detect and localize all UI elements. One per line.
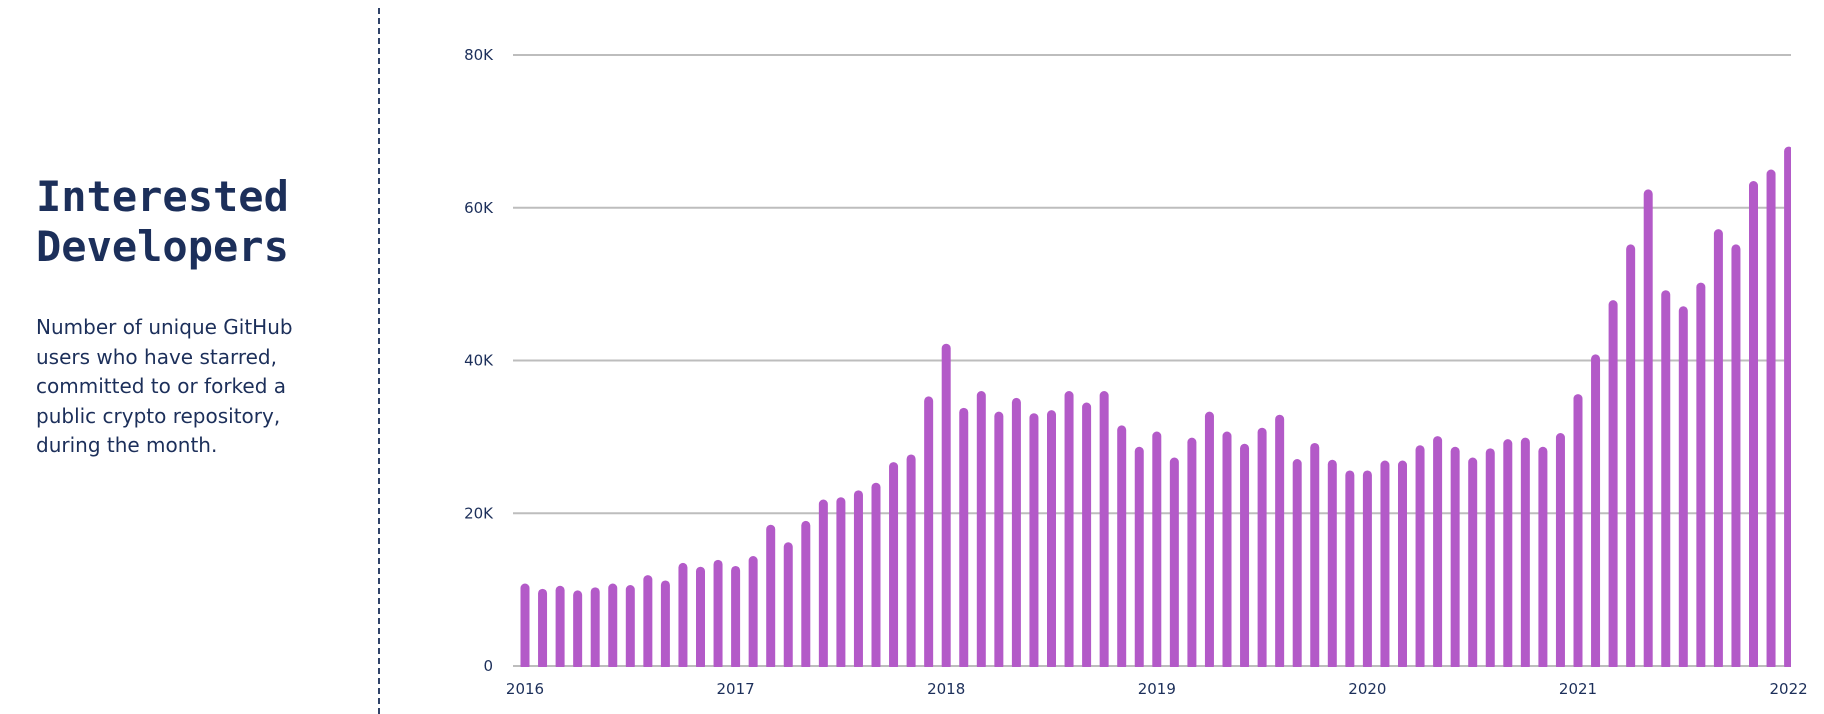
bar-2017-04 bbox=[783, 542, 793, 667]
dashed-divider bbox=[378, 8, 380, 714]
bar-2021-11 bbox=[1749, 181, 1758, 667]
bar-2020-04 bbox=[1415, 445, 1425, 667]
bar-2021-01 bbox=[1573, 394, 1583, 667]
bar-2019-12 bbox=[1345, 470, 1355, 667]
bar-2018-05 bbox=[1011, 397, 1021, 667]
bar-2017-03 bbox=[766, 524, 776, 667]
y-tick-label: 60K bbox=[464, 199, 494, 217]
bar-2019-11 bbox=[1327, 459, 1337, 667]
bar-2018-12 bbox=[1134, 446, 1144, 667]
y-tick-label: 20K bbox=[464, 504, 494, 522]
bar-2017-01 bbox=[731, 565, 741, 667]
bar-2018-09 bbox=[1082, 402, 1092, 667]
bar-2020-06 bbox=[1450, 446, 1460, 667]
bar-2020-02 bbox=[1380, 460, 1390, 667]
bar-chart: 0 20K 40K 60K 80K 2016 2017 2018 2019 2020 2021 20… bbox=[464, 46, 1824, 698]
y-axis-tick-labels: 0 20K 40K 60K 80K bbox=[464, 46, 494, 675]
x-tick-label: 2019 bbox=[1138, 680, 1176, 698]
y-tick-label: 80K bbox=[464, 46, 494, 64]
x-tick-label: 2022 bbox=[1770, 680, 1808, 698]
bar-2018-06 bbox=[1029, 413, 1039, 667]
bar-2021-07 bbox=[1678, 306, 1688, 667]
bar-2018-10 bbox=[1099, 391, 1109, 667]
bar-2020-08 bbox=[1485, 448, 1495, 667]
panel-title: Interested Developers bbox=[36, 172, 289, 271]
bar-2018-07 bbox=[1047, 410, 1056, 667]
bar-2019-05 bbox=[1222, 431, 1232, 667]
bar-2016-10 bbox=[678, 562, 688, 667]
y-tick-label: 40K bbox=[464, 352, 494, 370]
bar-2016-08 bbox=[643, 575, 653, 667]
bar-series bbox=[520, 146, 1824, 670]
x-tick-label: 2017 bbox=[717, 680, 755, 698]
bar-2018-11 bbox=[1117, 425, 1127, 667]
bar-2018-02 bbox=[959, 407, 969, 667]
bar-2017-10 bbox=[889, 462, 899, 667]
bar-2018-04 bbox=[994, 411, 1004, 667]
x-tick-label: 2020 bbox=[1348, 680, 1386, 698]
bar-2020-01 bbox=[1362, 470, 1372, 667]
bar-2016-05 bbox=[590, 587, 600, 667]
y-tick-label: 0 bbox=[483, 657, 493, 675]
bar-2021-03 bbox=[1608, 300, 1618, 667]
bar-2016-07 bbox=[625, 585, 635, 667]
bar-2018-08 bbox=[1064, 391, 1074, 667]
x-axis-tick-labels: 20162017201820192020202120222023 bbox=[506, 680, 1808, 698]
bar-2022-02 bbox=[1802, 165, 1811, 670]
bar-2017-06 bbox=[818, 499, 828, 667]
bar-2021-12 bbox=[1766, 169, 1776, 667]
bar-2021-04 bbox=[1626, 244, 1636, 667]
x-tick-label: 2021 bbox=[1559, 680, 1597, 698]
bar-2021-10 bbox=[1731, 244, 1741, 667]
bar-2020-03 bbox=[1398, 460, 1407, 667]
bar-2017-12 bbox=[924, 396, 934, 667]
description-panel: Interested Developers Number of unique G… bbox=[0, 0, 378, 714]
bar-2019-10 bbox=[1310, 442, 1320, 667]
x-tick-label: 2016 bbox=[506, 680, 544, 698]
x-tick-label: 2018 bbox=[927, 680, 965, 698]
bar-2020-10 bbox=[1520, 437, 1530, 667]
bar-2018-01 bbox=[941, 343, 951, 667]
bar-2020-12 bbox=[1555, 433, 1565, 667]
bar-2020-09 bbox=[1503, 439, 1513, 667]
bar-2018-03 bbox=[976, 391, 986, 667]
bar-2020-07 bbox=[1468, 457, 1478, 667]
bar-2019-06 bbox=[1240, 443, 1250, 667]
bar-2022-01 bbox=[1784, 146, 1791, 667]
bar-2017-02 bbox=[748, 556, 758, 667]
chart-container: 0 20K 40K 60K 80K 2016 2017 2018 2019 2020 2021 20… bbox=[400, 0, 1824, 714]
bar-2019-01 bbox=[1152, 431, 1162, 667]
bar-2020-05 bbox=[1433, 436, 1443, 667]
bar-2021-08 bbox=[1696, 282, 1706, 667]
bar-2016-11 bbox=[696, 566, 705, 667]
bar-2020-11 bbox=[1538, 446, 1548, 667]
bar-2017-11 bbox=[906, 454, 916, 667]
bar-2016-02 bbox=[538, 588, 548, 667]
bar-2019-04 bbox=[1204, 411, 1214, 667]
bar-2019-02 bbox=[1169, 457, 1179, 667]
bar-2017-05 bbox=[801, 520, 811, 667]
panel-description: Number of unique GitHub users who have s… bbox=[36, 315, 293, 457]
bar-2017-08 bbox=[853, 490, 863, 667]
bar-2017-07 bbox=[836, 497, 846, 667]
bar-2021-09 bbox=[1713, 229, 1723, 667]
bar-2021-06 bbox=[1661, 290, 1671, 667]
bar-2017-09 bbox=[871, 482, 881, 667]
bar-2019-03 bbox=[1187, 437, 1197, 667]
bar-2021-02 bbox=[1591, 354, 1601, 667]
bar-2019-07 bbox=[1257, 427, 1267, 667]
bar-2016-12 bbox=[713, 559, 723, 667]
bar-2016-03 bbox=[555, 585, 565, 667]
bar-2016-04 bbox=[573, 590, 583, 667]
bar-2022-03 bbox=[1819, 183, 1824, 670]
bar-2021-05 bbox=[1643, 189, 1653, 667]
bar-2016-06 bbox=[608, 583, 618, 667]
bar-2019-09 bbox=[1292, 459, 1302, 667]
bar-2016-01 bbox=[520, 583, 530, 667]
bar-2016-09 bbox=[660, 580, 670, 667]
bar-2019-08 bbox=[1275, 414, 1285, 667]
